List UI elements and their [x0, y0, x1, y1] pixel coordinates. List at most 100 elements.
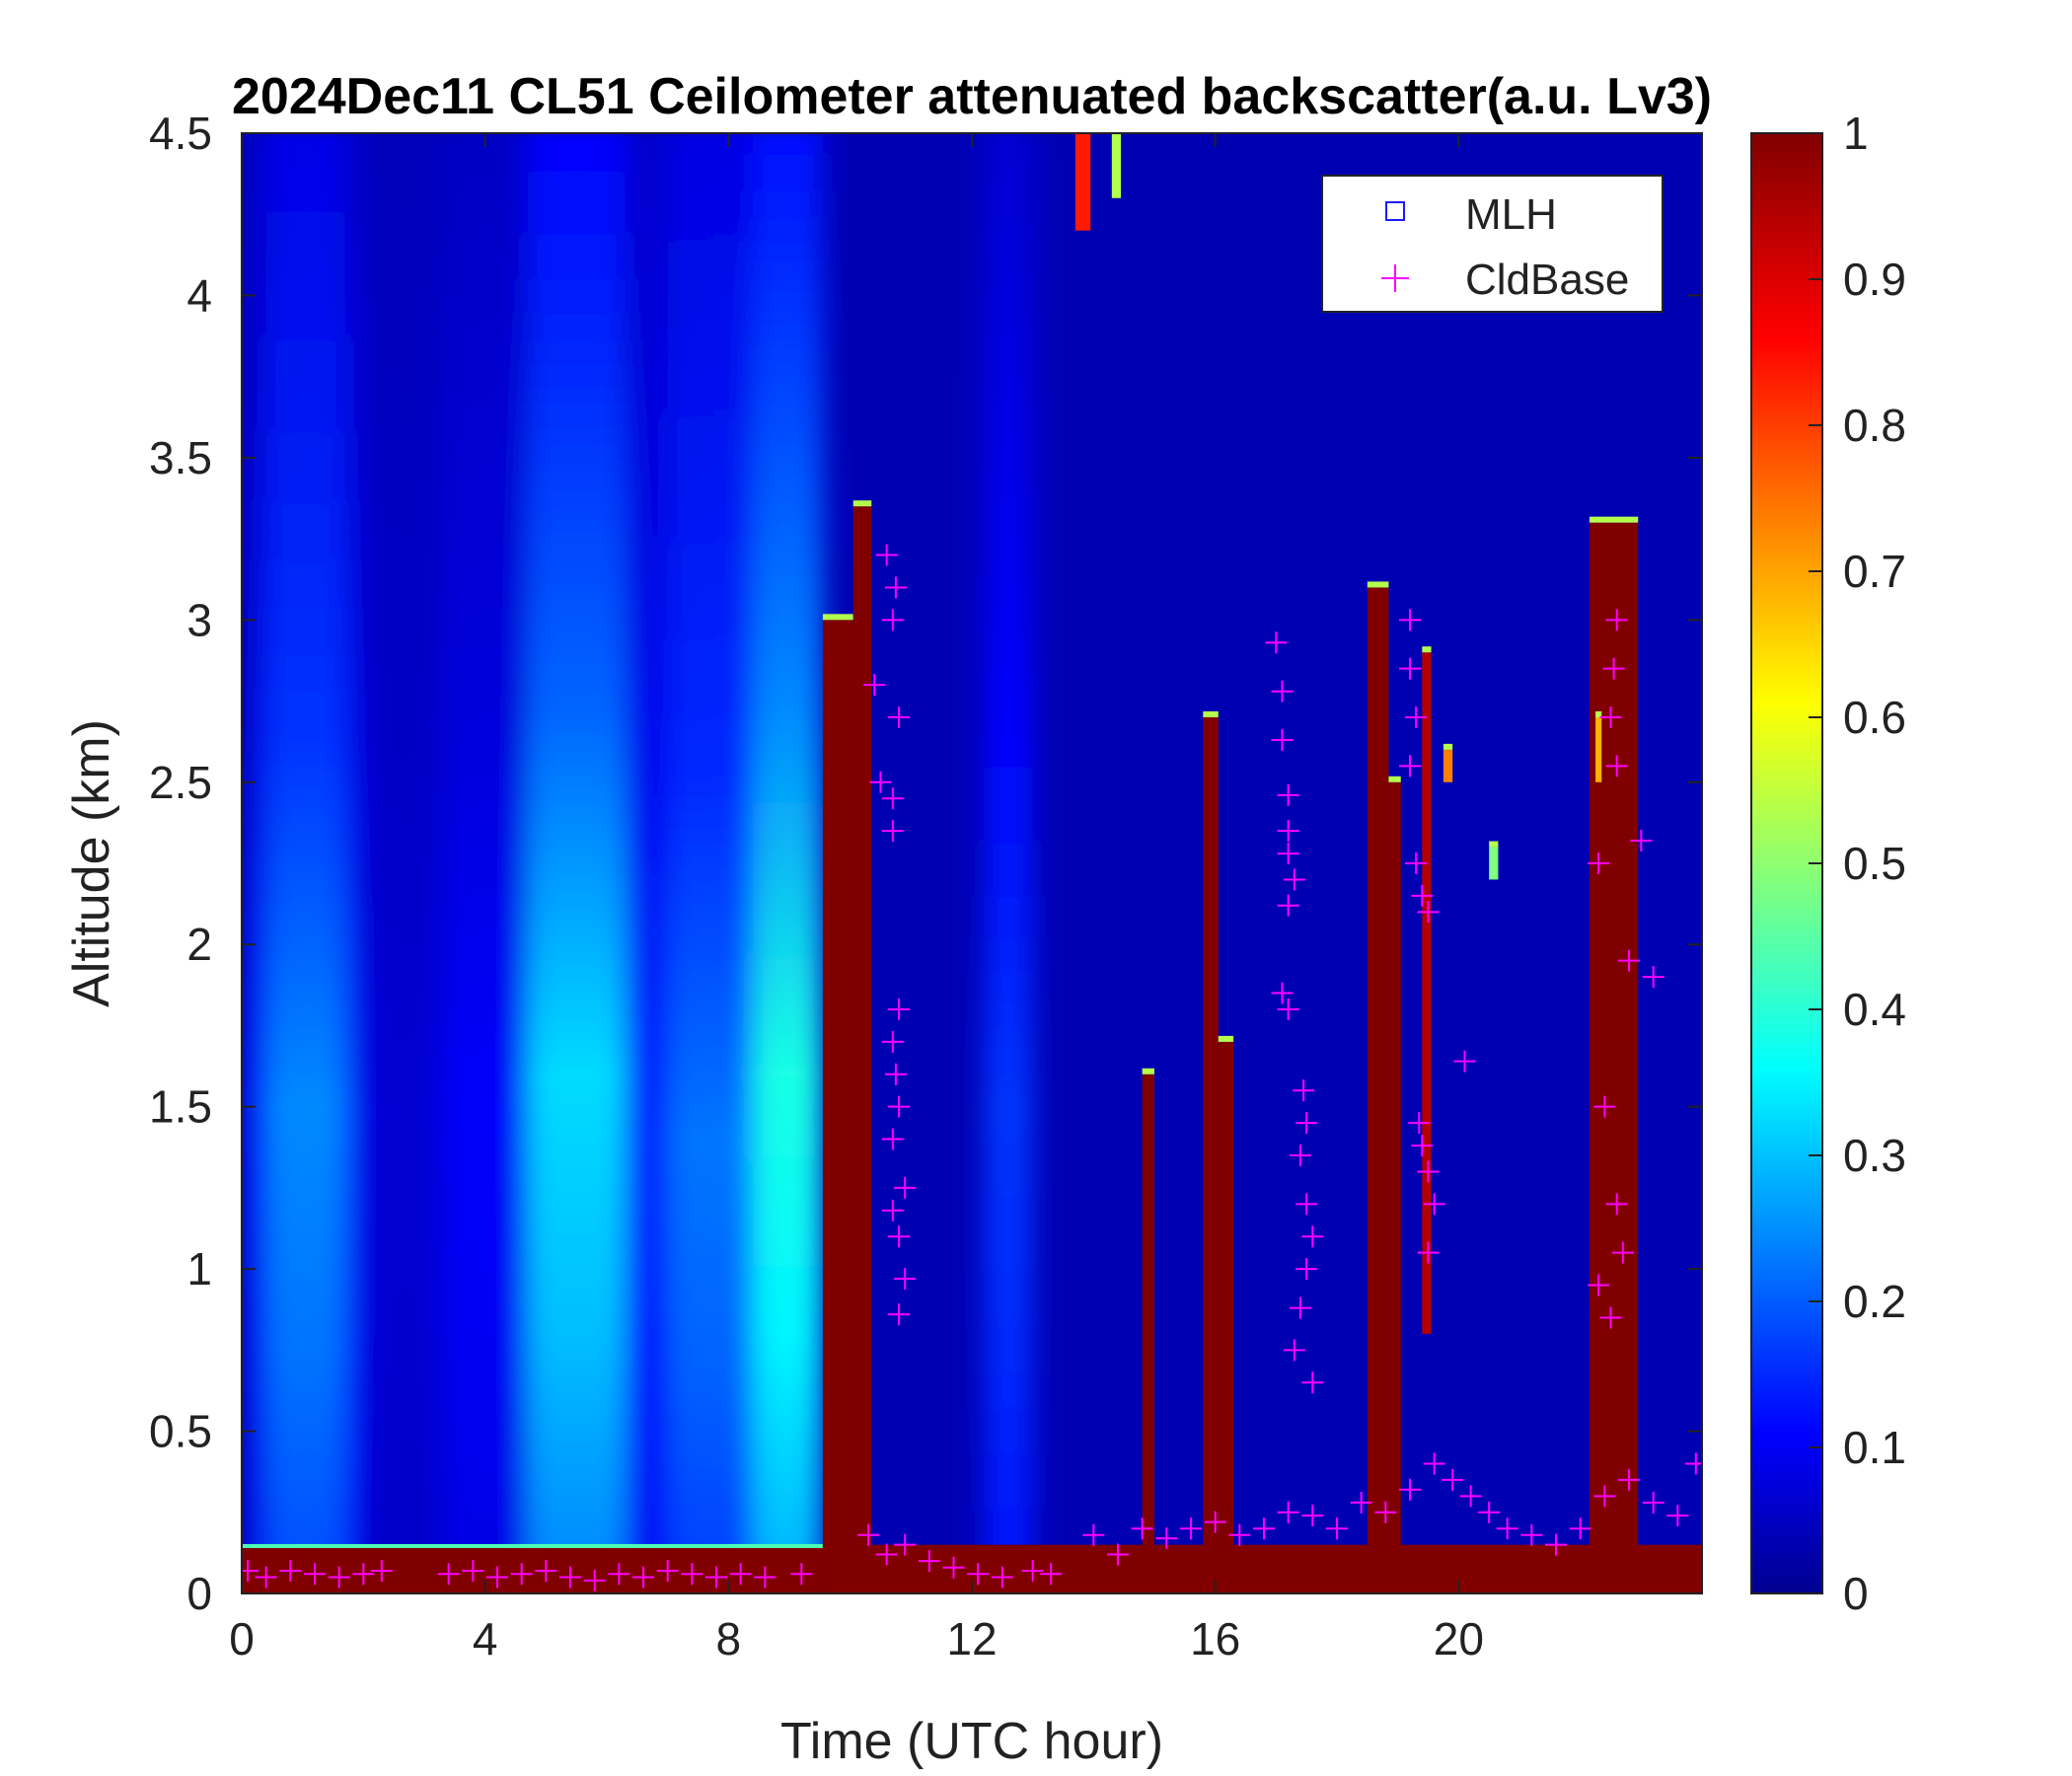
aerosol-column	[527, 133, 626, 1593]
cloud-column	[1443, 749, 1453, 782]
legend: MLH CldBase	[1321, 175, 1664, 313]
cldbase-point	[462, 1559, 484, 1582]
y-tick-label: 1	[186, 1243, 212, 1295]
cldbase-point	[1374, 1501, 1397, 1523]
cldbase-point	[888, 999, 910, 1020]
x-tick-label: 8	[716, 1613, 742, 1665]
aerosol-column	[344, 133, 364, 1593]
cldbase-point	[1265, 631, 1288, 654]
cldbase-point	[1295, 1112, 1318, 1135]
colorbar: 0 0.1 0.2 0.3 0.4 0.5 0.6 0.7 0.8 0.9 1	[1750, 108, 1906, 1619]
cldbase-point	[559, 1566, 581, 1589]
cldbase-point	[1423, 1452, 1445, 1475]
cldbase-point	[255, 1566, 277, 1589]
cldbase-point	[967, 1563, 990, 1586]
legend-mlh-label: MLH	[1465, 190, 1557, 239]
cloud-column	[1203, 717, 1219, 1593]
cldbase-point	[304, 1563, 326, 1586]
cldbase-point	[894, 1176, 917, 1199]
cldbase-point	[1593, 1485, 1616, 1508]
cldbase-point	[942, 1556, 965, 1579]
y-tick-label: 3	[186, 594, 212, 645]
x-axis: 0 4 8 12 16 20	[229, 133, 1484, 1665]
colorbar-tick-label: 0	[1843, 1568, 1869, 1619]
cldbase-point	[1618, 949, 1640, 972]
cloud-column	[1367, 587, 1389, 1593]
cldbase-point	[1228, 1523, 1251, 1546]
cldbase-point	[881, 1030, 904, 1053]
cldbase-point	[1611, 1241, 1634, 1264]
cldbase-point	[1399, 755, 1421, 777]
cldbase-point	[370, 1559, 393, 1582]
cldbase-point	[1293, 1079, 1315, 1102]
cldbase-point	[1399, 609, 1421, 631]
legend-mlh-marker	[1385, 201, 1405, 221]
cldbase-point	[1204, 1511, 1226, 1533]
colorbar-tick-label: 0.7	[1843, 546, 1906, 597]
cldbase-point	[242, 1559, 259, 1582]
cldbase-point	[881, 1199, 904, 1221]
cldbase-point	[1040, 1563, 1063, 1586]
cloud-column-edge	[1422, 646, 1432, 653]
colorbar-tick-label: 0.5	[1843, 838, 1906, 889]
cldbase-point	[918, 1550, 940, 1573]
cldbase-point	[790, 1563, 813, 1586]
y-axis-label: Altitude (km)	[63, 719, 120, 1007]
cloud-column-edge	[1388, 776, 1401, 782]
cloud-column	[1111, 133, 1122, 198]
cldbase-point	[729, 1563, 752, 1586]
cldbase-point	[754, 1566, 777, 1589]
cloud-column-edge	[1203, 711, 1219, 717]
cldbase-point	[1569, 1517, 1591, 1540]
cloud-column-edge	[1218, 1035, 1234, 1042]
cldbase-point	[1405, 852, 1428, 874]
aerosol-column	[753, 133, 823, 1593]
cloud-column-edge	[822, 614, 853, 621]
cldbase-point	[1107, 1543, 1129, 1566]
x-tick-label: 12	[946, 1613, 997, 1665]
cloud-column	[1595, 717, 1602, 782]
mixing-layer-band	[822, 1544, 1702, 1593]
cldbase-point	[1283, 868, 1305, 891]
cloud-column	[1422, 652, 1432, 1334]
colorbar-ticks: 0 0.1 0.2 0.3 0.4 0.5 0.6 0.7 0.8 0.9 1	[1809, 108, 1906, 1619]
cldbase-point	[1021, 1559, 1044, 1582]
cldbase-point	[1411, 884, 1434, 907]
cldbase-point	[1666, 1505, 1689, 1527]
cldbase-point	[681, 1563, 703, 1586]
cldbase-point	[437, 1563, 460, 1586]
cldbase-point	[1290, 1145, 1311, 1166]
boundary-layer-edge	[242, 1543, 823, 1548]
cldbase-point	[1605, 1193, 1628, 1216]
cldbase-point	[1599, 706, 1622, 728]
cldbase-point	[328, 1566, 350, 1589]
aerosol-column	[625, 133, 668, 1593]
cldbase-point	[632, 1566, 654, 1589]
aerosol-column	[363, 133, 443, 1593]
cldbase-point	[510, 1563, 533, 1586]
y-tick-label: 3.5	[149, 432, 212, 483]
y-tick-label: 4	[186, 269, 212, 321]
cldbase-point	[1350, 1491, 1372, 1514]
x-axis-label: Time (UTC hour)	[780, 1713, 1163, 1770]
cldbase-point	[1417, 901, 1440, 924]
cldbase-point	[1642, 966, 1665, 989]
cldbase-point	[1271, 729, 1294, 752]
y-tick-label: 2.5	[149, 757, 212, 808]
cldbase-markers	[242, 544, 1702, 1591]
boundary-layer-band	[242, 1547, 823, 1593]
cldbase-point	[1545, 1533, 1567, 1556]
cldbase-point	[486, 1566, 508, 1589]
cldbase-point	[1588, 852, 1610, 874]
cldbase-point	[1277, 843, 1299, 865]
y-tick-label: 2	[186, 919, 212, 970]
cldbase-point	[869, 771, 892, 793]
cldbase-point	[1588, 1274, 1610, 1296]
cldbase-point	[1326, 1517, 1348, 1540]
cldbase-point	[881, 787, 904, 810]
cldbase-point	[875, 1543, 898, 1566]
cldbase-point	[1290, 1296, 1311, 1319]
cloud-column-edge	[1489, 841, 1499, 848]
chart-title: 2024Dec11 CL51 Ceilometer attenuated bac…	[232, 68, 1712, 125]
cldbase-point	[1602, 657, 1625, 680]
